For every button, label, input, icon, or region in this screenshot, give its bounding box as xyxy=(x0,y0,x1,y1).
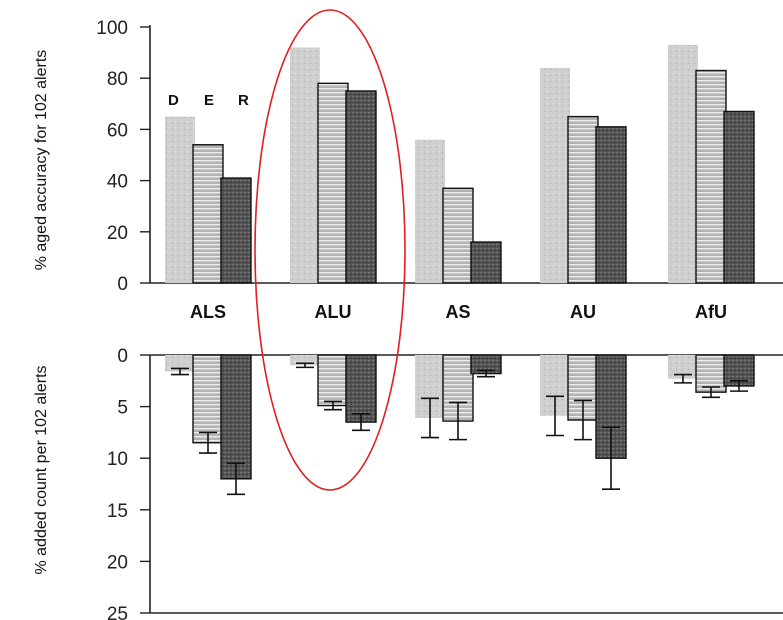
top-bar-D-AS xyxy=(415,139,445,283)
top-bar-D-AfU xyxy=(668,44,698,283)
bottom-bar-R-ALU xyxy=(345,354,377,423)
top-chart: 100 80 60 40 20 0 xyxy=(96,18,783,295)
top-y-tick-label: 20 xyxy=(107,223,128,244)
top-bar-D-AU xyxy=(540,67,570,284)
category-label-AS: AS xyxy=(445,302,470,322)
top-y-axis-label: % aged accuracy for 102 alerts xyxy=(33,50,50,271)
top-bar-D-ALU xyxy=(290,47,320,284)
category-label-ALU: ALU xyxy=(315,302,352,322)
category-labels: ALS ALU AS AU AfU xyxy=(190,302,727,322)
top-bar-R-ALU xyxy=(345,90,377,284)
top-bar-E-ALS xyxy=(192,144,224,284)
legend-item-R: R xyxy=(238,92,249,109)
top-y-tick-label: 60 xyxy=(107,120,128,141)
legend-item-D: D xyxy=(168,92,179,109)
bottom-y-tick-label: 20 xyxy=(107,552,128,573)
top-bar-R-ALS xyxy=(220,177,252,284)
bottom-bar-E-AfU xyxy=(695,354,727,393)
bottom-y-tick-label: 5 xyxy=(117,398,128,419)
legend-item-E: E xyxy=(204,92,214,109)
top-bar-R-AU xyxy=(595,126,627,284)
top-y-tick-label: 100 xyxy=(96,18,128,39)
top-bar-D-ALS xyxy=(165,116,195,283)
highlight-ellipse xyxy=(254,9,406,491)
bottom-bar-E-ALU xyxy=(317,354,349,407)
bottom-bar-D-AfU xyxy=(668,355,698,379)
top-bar-E-AU xyxy=(567,115,599,284)
category-label-AU: AU xyxy=(570,302,596,322)
top-y-tick-label: 80 xyxy=(107,69,128,90)
top-bar-R-AS xyxy=(470,241,502,284)
bottom-y-tick-label: 15 xyxy=(107,501,128,522)
top-y-tick-label: 0 xyxy=(117,274,128,295)
bottom-bar-D-ALU xyxy=(290,355,320,366)
bottom-bar-E-ALS xyxy=(192,354,224,444)
bottom-y-tick-label: 0 xyxy=(117,346,128,367)
top-y-tick-label: 40 xyxy=(107,172,128,193)
bottom-bar-D-ALS xyxy=(165,355,195,372)
bottom-y-axis-label: % added count per 102 alerts xyxy=(33,365,50,574)
bottom-bar-R-ALS xyxy=(220,354,252,480)
category-label-AfU: AfU xyxy=(695,302,727,322)
bottom-y-tick-label: 25 xyxy=(107,604,128,620)
top-bar-R-AfU xyxy=(723,110,755,284)
category-label-ALS: ALS xyxy=(190,302,226,322)
top-bar-E-ALU xyxy=(317,82,349,284)
top-bar-E-AfU xyxy=(695,69,727,284)
bottom-chart: 0 5 10 15 20 25 xyxy=(107,346,783,620)
top-bar-E-AS xyxy=(442,187,474,284)
bottom-y-tick-label: 10 xyxy=(107,449,128,470)
